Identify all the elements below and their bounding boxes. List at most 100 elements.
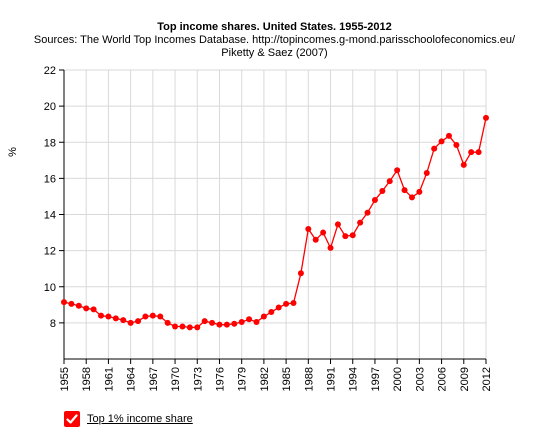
data-point <box>401 187 408 194</box>
x-tick-label: 1997 <box>370 367 382 391</box>
y-tick-label: 18 <box>44 137 56 149</box>
x-axis-ticks: 1955 1958 1961 1964 1967 1970 1973 1976 1979 1982… <box>59 359 493 391</box>
data-point <box>371 197 378 204</box>
data-point <box>320 229 327 236</box>
x-tick-label: 1955 <box>59 367 71 391</box>
data-point <box>164 319 171 326</box>
data-point <box>379 188 386 195</box>
data-point <box>357 219 364 226</box>
data-point <box>297 270 304 277</box>
data-point <box>312 236 319 243</box>
data-point <box>327 244 334 251</box>
x-tick-label: 1976 <box>214 367 226 391</box>
x-tick-label: 1982 <box>259 367 271 391</box>
data-point <box>223 321 230 328</box>
data-point <box>453 141 460 148</box>
data-point <box>342 233 349 240</box>
legend-item-top-1-percent[interactable]: Top 1% income share <box>64 410 193 428</box>
series-layer <box>61 114 489 331</box>
data-point <box>283 300 290 307</box>
data-point <box>408 194 415 201</box>
data-point <box>142 313 149 320</box>
data-point <box>127 319 134 326</box>
grid-lines <box>63 69 487 359</box>
x-tick-label: 1970 <box>170 367 182 391</box>
data-point <box>386 178 393 185</box>
x-tick-label: 1988 <box>303 367 315 391</box>
data-point <box>186 324 193 331</box>
data-point <box>475 149 482 156</box>
y-tick-label: 20 <box>44 101 56 113</box>
y-tick-label: 22 <box>44 65 56 77</box>
data-point <box>275 304 282 311</box>
chart-title: Top income shares. United States. 1955-2… <box>157 21 392 33</box>
x-tick-label: 1979 <box>237 367 249 391</box>
data-point <box>201 318 208 325</box>
chart-subtitle-line-1: Sources: The World Top Incomes Database.… <box>33 34 516 46</box>
y-tick-label: 12 <box>44 246 56 258</box>
data-point <box>483 114 489 121</box>
data-point <box>334 221 341 228</box>
data-point <box>423 169 430 176</box>
series-line <box>63 117 487 329</box>
data-point <box>445 132 452 139</box>
data-point <box>431 145 438 152</box>
data-point <box>90 306 97 313</box>
data-point <box>349 232 356 239</box>
y-axis-label: % <box>7 147 19 157</box>
data-point <box>305 225 312 232</box>
y-tick-label: 14 <box>44 210 56 222</box>
y-tick-label: 10 <box>44 282 56 294</box>
data-point <box>83 305 90 312</box>
x-tick-label: 1991 <box>326 367 338 391</box>
data-point <box>75 302 82 309</box>
data-point <box>112 315 119 322</box>
chart-titles: Top income shares. United States. 1955-2… <box>0 21 549 60</box>
legend-label: Top 1% income share <box>87 413 193 425</box>
data-point <box>68 300 75 307</box>
x-tick-label: 1985 <box>281 367 293 391</box>
data-point <box>135 318 142 325</box>
x-tick-label: 2006 <box>437 367 449 391</box>
x-tick-label: 1973 <box>192 367 204 391</box>
data-point <box>149 312 156 319</box>
x-tick-label: 1961 <box>103 367 115 391</box>
data-point <box>216 321 223 328</box>
data-point <box>238 318 245 325</box>
data-point <box>260 313 267 320</box>
x-tick-label: 2000 <box>392 367 404 391</box>
x-tick-label: 2003 <box>414 367 426 391</box>
data-point <box>394 167 401 174</box>
data-point <box>364 209 371 216</box>
data-point <box>231 320 238 327</box>
data-point <box>194 324 201 331</box>
data-point <box>61 299 67 306</box>
chart-subtitle-line-2: Piketty & Saez (2007) <box>221 47 328 59</box>
y-tick-label: 16 <box>44 173 56 185</box>
x-tick-label: 2009 <box>459 367 471 391</box>
data-point <box>120 317 127 324</box>
data-point <box>468 149 475 156</box>
x-tick-label: 2012 <box>481 367 493 391</box>
data-point <box>290 300 297 307</box>
data-point <box>246 316 253 323</box>
data-point <box>253 318 260 325</box>
data-point <box>98 312 105 319</box>
y-axis-ticks: 8 10 12 14 16 18 20 22 <box>44 65 64 330</box>
data-point <box>105 313 112 320</box>
data-point <box>416 188 423 195</box>
x-tick-label: 1994 <box>348 367 360 391</box>
data-point <box>209 319 216 326</box>
data-point <box>438 138 445 145</box>
x-tick-label: 1958 <box>81 367 93 391</box>
data-point <box>172 323 179 330</box>
data-point <box>268 309 275 316</box>
data-point <box>460 161 467 168</box>
data-point <box>157 313 164 320</box>
x-tick-label: 1964 <box>126 367 138 391</box>
y-tick-label: 8 <box>50 318 56 330</box>
legend-checkbox-icon[interactable] <box>64 411 80 427</box>
x-tick-label: 1967 <box>148 367 160 391</box>
data-point <box>179 323 186 330</box>
